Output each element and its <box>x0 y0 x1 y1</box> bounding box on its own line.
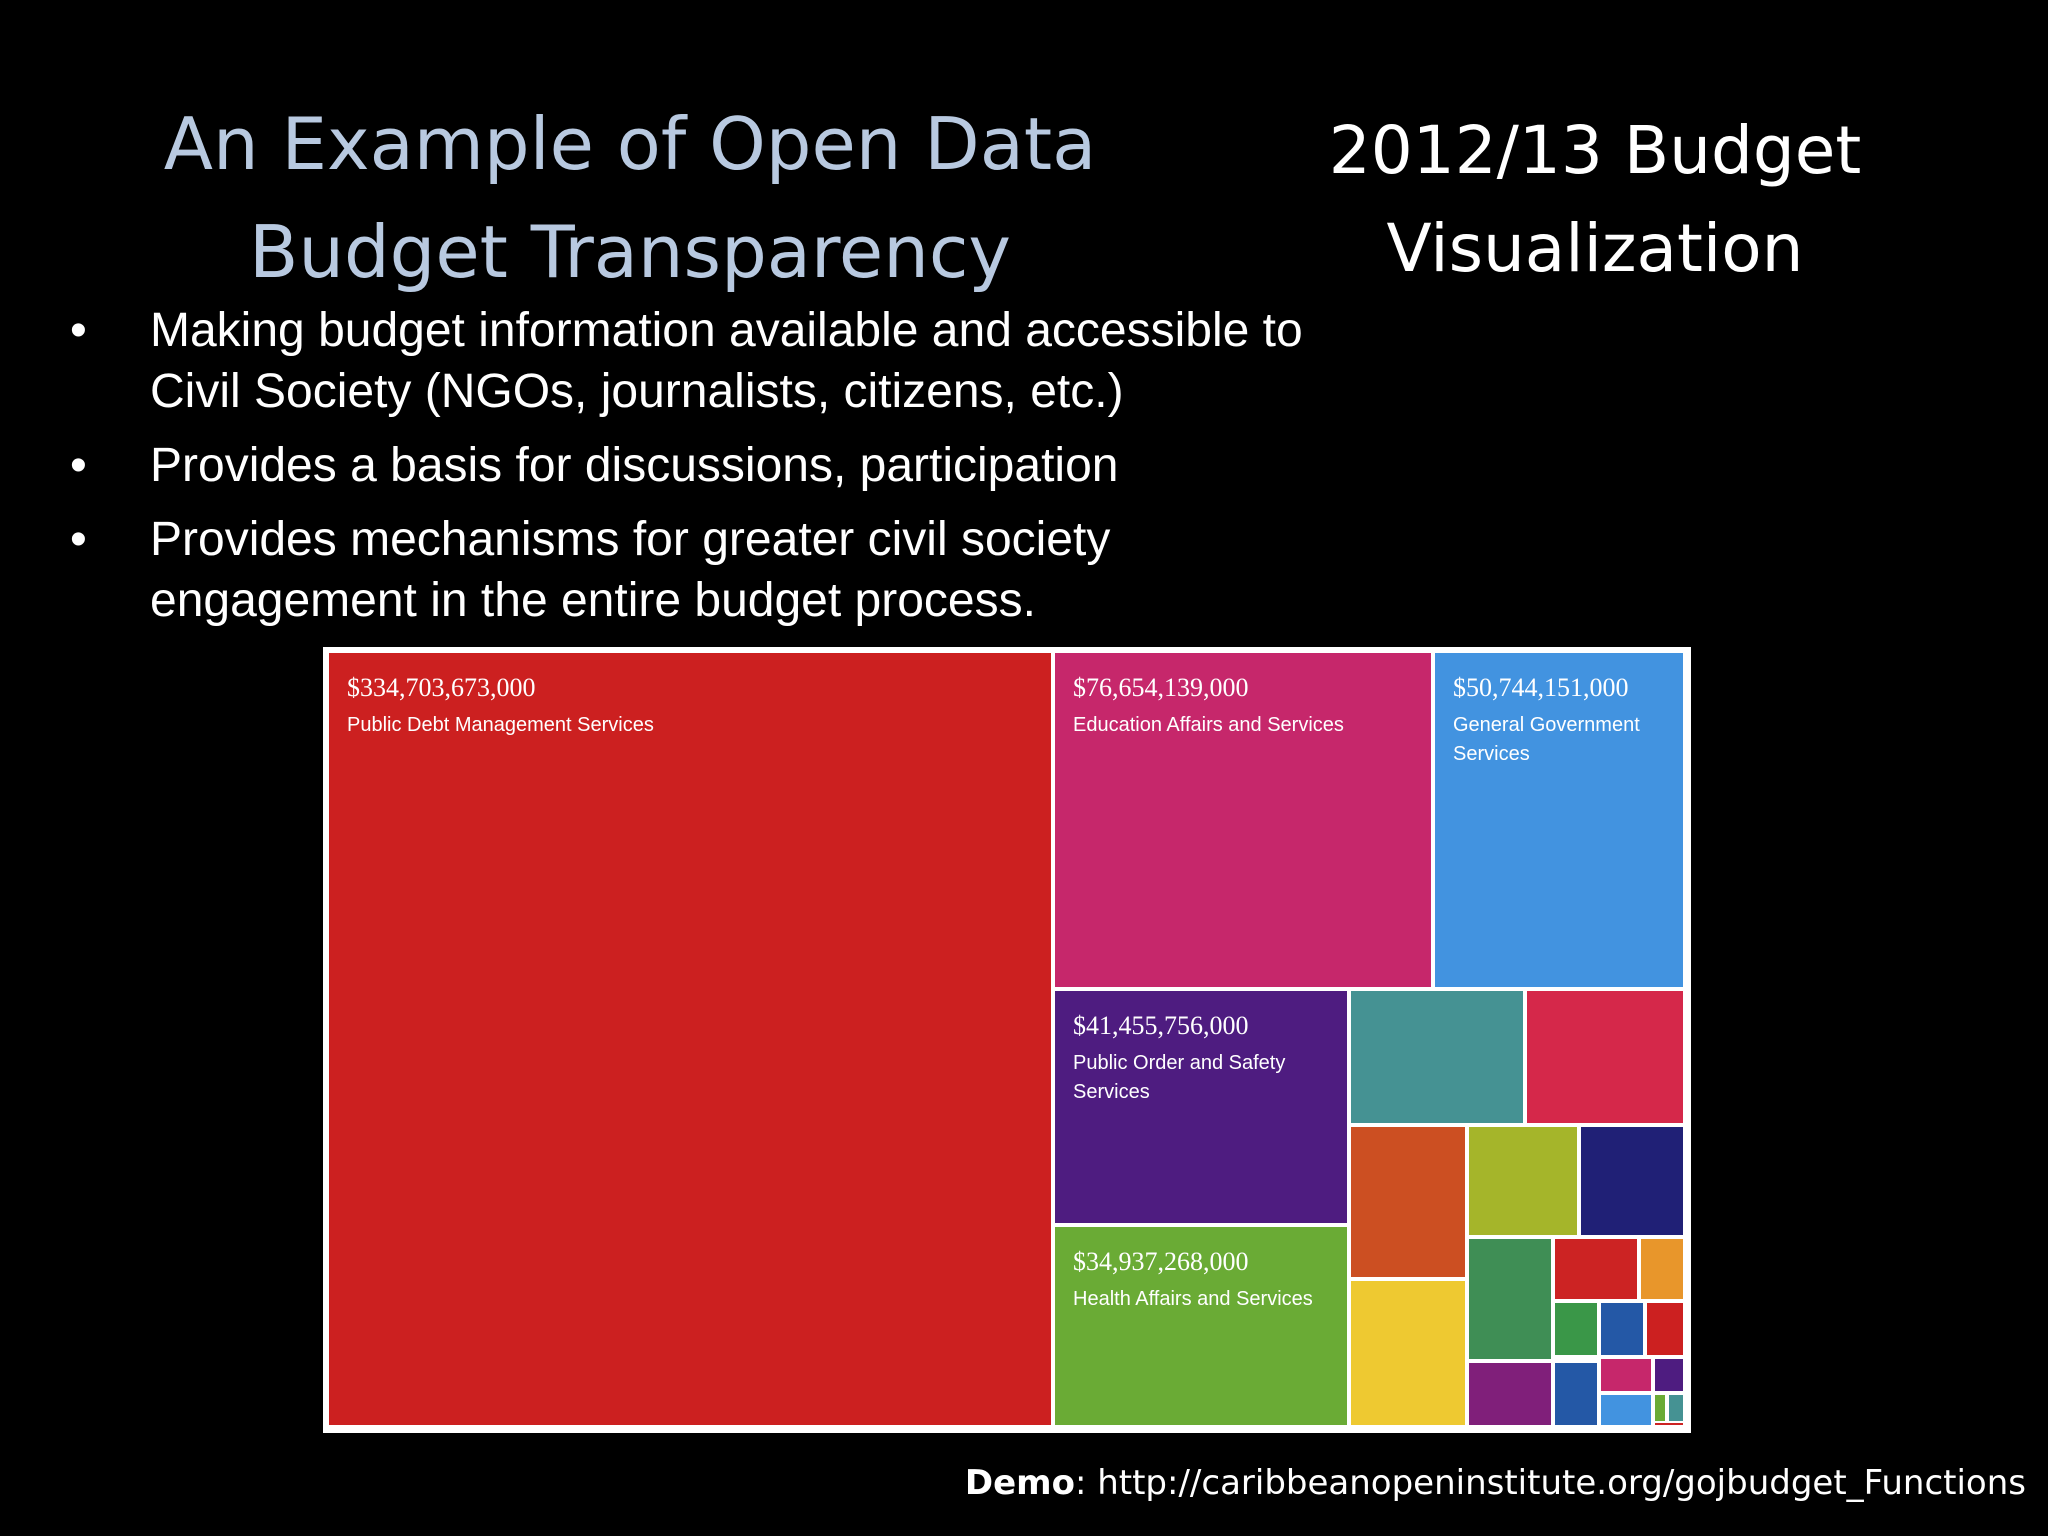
slide-title: An Example of Open Data Budget Transpare… <box>110 90 1150 306</box>
treemap-cell-small[interactable] <box>1553 1301 1599 1357</box>
chart-heading-line-1: 2012/13 Budget <box>1328 112 1862 189</box>
treemap-cell-small[interactable] <box>1645 1301 1685 1357</box>
bullet-item: • Making budget information available an… <box>70 300 1470 422</box>
bullet-icon: • <box>70 513 87 566</box>
treemap-cell-label: General Government Services <box>1453 714 1640 765</box>
treemap-chart: $334,703,673,000 Public Debt Management S… <box>323 647 1691 1433</box>
treemap-cell-label: Education Affairs and Services <box>1073 714 1344 736</box>
treemap-cell-small[interactable] <box>1525 989 1685 1125</box>
treemap-cell-value: $76,654,139,000 <box>1073 673 1249 702</box>
treemap-cell-small[interactable] <box>1349 989 1525 1125</box>
treemap-cell-small[interactable] <box>1349 1279 1467 1427</box>
treemap-cell-small[interactable] <box>1553 1237 1639 1301</box>
demo-label: Demo <box>964 1463 1075 1503</box>
treemap-cell[interactable]: $41,455,756,000 Public Order and Safety S… <box>1053 989 1349 1225</box>
demo-link[interactable]: http://caribbeanopeninstitute.org/gojbud… <box>1097 1463 2026 1503</box>
bullet-icon: • <box>70 304 87 357</box>
treemap-cell-label: Public Debt Management Services <box>347 714 654 736</box>
treemap-cell[interactable]: $334,703,673,000 Public Debt Management S… <box>327 651 1053 1427</box>
bullet-item: • Provides mechanisms for greater civil … <box>70 509 1470 631</box>
treemap-cell-small[interactable] <box>1599 1357 1653 1393</box>
treemap-cell-value: $334,703,673,000 <box>347 673 536 702</box>
title-line-1: An Example of Open Data <box>163 102 1097 186</box>
bullet-text-line-1: Provides mechanisms for greater civil so… <box>150 513 1111 566</box>
chart-heading-line-2: Visualization <box>1386 210 1804 287</box>
demo-footer: Demo: http://caribbeanopeninstitute.org/… <box>965 1463 2026 1503</box>
chart-heading: 2012/13 Budget Visualization <box>1290 102 1900 298</box>
treemap-plot-area: $334,703,673,000 Public Debt Management S… <box>323 647 1691 1433</box>
treemap-cell-small[interactable] <box>1467 1237 1553 1361</box>
bullet-text-line-1: Making budget information available and … <box>150 304 1303 357</box>
treemap-cell-small[interactable] <box>1639 1237 1685 1301</box>
treemap-cell-small[interactable] <box>1653 1421 1685 1427</box>
treemap-cell-small[interactable] <box>1599 1301 1645 1357</box>
treemap-cell-small[interactable] <box>1579 1125 1685 1237</box>
treemap-cell-label: Health Affairs and Services <box>1073 1288 1313 1310</box>
treemap-cell-value: $34,937,268,000 <box>1073 1247 1249 1276</box>
treemap-cell-small[interactable] <box>1553 1361 1599 1427</box>
treemap-cell[interactable]: $34,937,268,000 Health Affairs and Servic… <box>1053 1225 1349 1427</box>
bullet-text-line-2: engagement in the entire budget process. <box>150 574 1036 627</box>
treemap-cell-small[interactable] <box>1599 1393 1653 1427</box>
bullet-icon: • <box>70 439 87 492</box>
treemap-cell[interactable]: $50,744,151,000 General Government Servic… <box>1433 651 1685 989</box>
demo-separator: : <box>1074 1463 1098 1503</box>
bullet-text-line-2: Civil Society (NGOs, journalists, citize… <box>150 365 1124 418</box>
bullet-item: • Provides a basis for discussions, part… <box>70 435 1470 496</box>
treemap-cell[interactable]: $76,654,139,000 Education Affairs and Ser… <box>1053 651 1433 989</box>
treemap-cell-small[interactable] <box>1653 1357 1685 1393</box>
treemap-cell-small[interactable] <box>1467 1361 1553 1427</box>
treemap-cell-value: $41,455,756,000 <box>1073 1011 1249 1040</box>
bullet-list: • Making budget information available an… <box>70 300 1470 644</box>
treemap-cell-value: $50,744,151,000 <box>1453 673 1629 702</box>
treemap-cell-label: Public Order and Safety Services <box>1073 1052 1286 1103</box>
treemap-cell-small[interactable] <box>1349 1125 1467 1279</box>
treemap-cell-small[interactable] <box>1467 1125 1579 1237</box>
title-line-2: Budget Transparency <box>248 210 1012 294</box>
bullet-text-line-1: Provides a basis for discussions, partic… <box>150 439 1119 492</box>
